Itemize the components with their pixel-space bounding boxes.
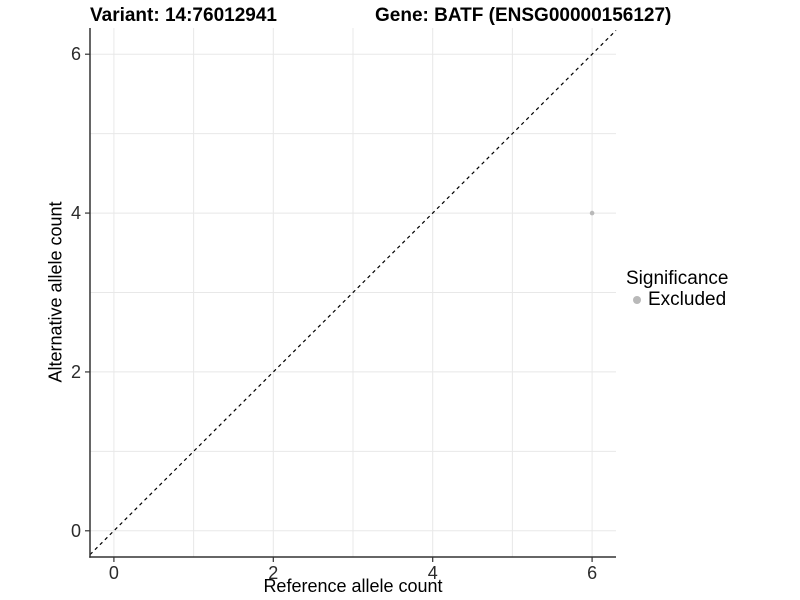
- y-tick-label: 0: [71, 521, 81, 541]
- y-tick-label: 4: [71, 203, 81, 223]
- variant-title: Variant: 14:76012941: [90, 5, 277, 26]
- legend-item-label: Excluded: [648, 289, 727, 310]
- legend: Significance Excluded: [626, 268, 728, 310]
- y-tick-label: 6: [71, 44, 81, 64]
- legend-item-excluded: Excluded: [626, 289, 728, 310]
- y-tick-label: 2: [71, 362, 81, 382]
- x-axis-title: Reference allele count: [263, 576, 443, 596]
- x-tick-label: 2: [268, 563, 278, 583]
- x-tick-label: 6: [587, 563, 597, 583]
- identity-dashed-line: [89, 29, 617, 556]
- data-point: [589, 210, 595, 216]
- legend-title: Significance: [626, 268, 729, 289]
- x-tick-label: 4: [428, 563, 438, 583]
- excluded-point-icon: [633, 295, 641, 304]
- x-tick-label: 0: [109, 563, 119, 583]
- gene-title: Gene: BATF (ENSG00000156127): [375, 5, 672, 26]
